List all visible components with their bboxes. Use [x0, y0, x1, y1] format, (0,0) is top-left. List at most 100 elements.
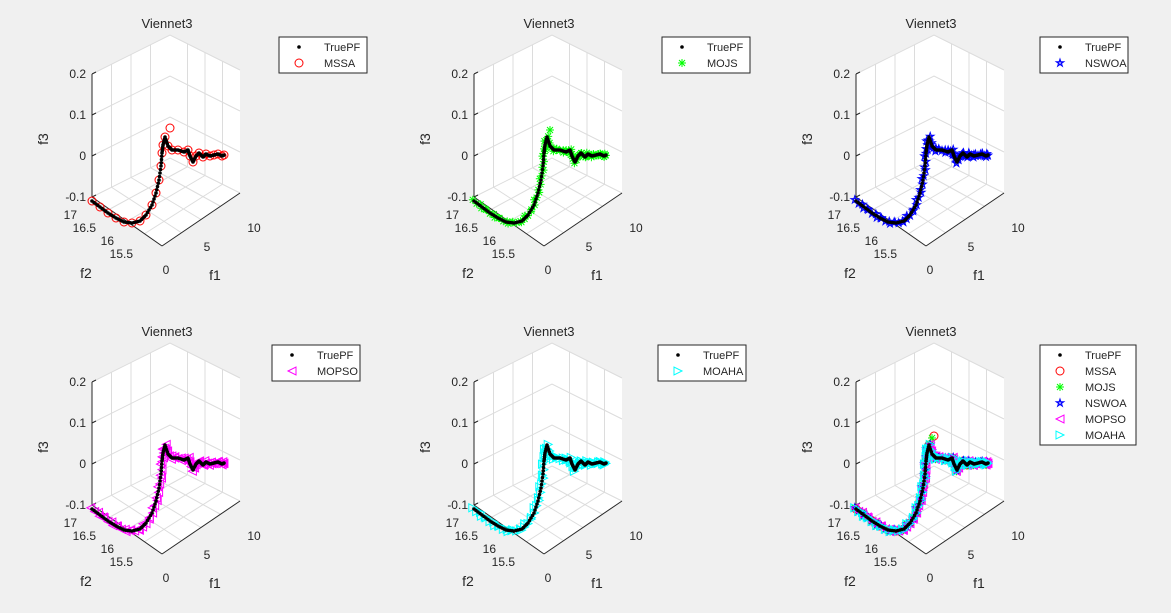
subplot-5: Viennet3 -0.1 0 0.1 0.2 15.516 16.517 0 5 10 f3 f2 f… — [417, 324, 747, 591]
floor-pane — [474, 158, 622, 246]
z-tick — [91, 112, 97, 116]
point — [604, 153, 608, 157]
legend-label: MSSA — [324, 58, 356, 70]
x-axis-label: f1 — [591, 267, 603, 283]
gridline — [144, 183, 223, 235]
legend-label: TruePF — [324, 42, 361, 54]
point — [923, 164, 927, 168]
x-tick-label: 10 — [629, 529, 643, 543]
point — [532, 203, 536, 207]
point — [916, 197, 920, 201]
point — [532, 511, 536, 515]
point — [158, 475, 163, 480]
legend: TruePF MOPSO — [271, 344, 361, 382]
z-tick — [855, 112, 861, 116]
y-axis-label: f2 — [462, 265, 474, 281]
point — [921, 178, 925, 182]
legend-label: MOJS — [1085, 382, 1116, 394]
point — [923, 472, 927, 476]
y-axis-label: f2 — [844, 265, 856, 281]
point — [165, 123, 175, 133]
point — [546, 126, 554, 134]
point — [922, 479, 926, 483]
point — [150, 511, 154, 515]
point — [154, 495, 159, 500]
point — [159, 154, 164, 159]
z-tick-label: 0 — [461, 149, 468, 163]
point — [156, 181, 161, 186]
legend-label: MOJS — [707, 58, 738, 70]
gridline — [91, 383, 241, 424]
point — [536, 495, 541, 500]
point — [152, 505, 156, 509]
point — [188, 157, 198, 167]
y-tick-label: 15.5 — [110, 555, 134, 569]
z-axis-label: f3 — [417, 133, 433, 145]
floor-pane — [474, 466, 622, 554]
point — [1054, 397, 1066, 408]
x-tick-label: 5 — [586, 548, 593, 562]
point — [222, 461, 226, 465]
subplot-6: Viennet3 -0.1 0 0.1 0.2 15.516 16.517 0 5 10 f3 f2 f… — [799, 324, 1137, 591]
point — [157, 174, 162, 179]
point — [297, 45, 301, 49]
point — [533, 200, 537, 204]
point — [159, 164, 163, 168]
point — [154, 191, 158, 195]
point — [918, 495, 923, 500]
point — [923, 468, 928, 473]
z-tick — [473, 71, 479, 75]
gridline — [473, 342, 623, 383]
z-tick-label: 0.1 — [451, 108, 468, 122]
point — [673, 366, 684, 376]
gridline — [526, 183, 605, 235]
point — [158, 167, 163, 172]
point — [537, 492, 542, 497]
point — [915, 200, 919, 204]
z-tick — [855, 420, 861, 424]
gridline — [91, 157, 241, 198]
y-tick-label: 17 — [828, 208, 842, 222]
chart-title: Viennet3 — [523, 16, 574, 31]
gridline — [473, 383, 623, 424]
point — [538, 181, 543, 186]
z-tick — [473, 112, 479, 116]
gridline — [91, 465, 241, 506]
gridline — [894, 177, 966, 220]
z-axis-label: f3 — [799, 441, 815, 453]
z-tick — [473, 194, 479, 198]
gridline — [130, 485, 202, 528]
series-truepf — [90, 443, 226, 533]
gridline — [532, 475, 603, 515]
z-axis-label: f3 — [35, 441, 51, 453]
point — [154, 499, 158, 503]
y-tick-label: 15.5 — [492, 247, 516, 261]
legend-label: MOPSO — [1085, 414, 1126, 426]
z-tick-label: -0.1 — [829, 190, 850, 204]
z-tick — [91, 379, 97, 383]
z-tick-label: 0.2 — [451, 375, 468, 389]
point — [540, 475, 545, 480]
point — [541, 462, 546, 467]
point — [286, 366, 297, 376]
z-tick — [473, 461, 479, 465]
x-axis-label: f1 — [209, 575, 221, 591]
y-axis-label: f2 — [80, 265, 92, 281]
z-tick — [473, 379, 479, 383]
point — [87, 196, 97, 206]
legend: TruePF MOJS — [661, 36, 751, 74]
z-tick-label: 0.2 — [69, 67, 86, 81]
legend-label: TruePF — [703, 350, 740, 362]
point — [920, 489, 925, 494]
z-tick — [473, 153, 479, 157]
point — [604, 461, 608, 465]
point — [923, 154, 928, 159]
x-tick-label: 10 — [1011, 221, 1025, 235]
legend-box — [661, 36, 751, 74]
point — [103, 208, 113, 218]
point — [157, 482, 162, 487]
point — [541, 472, 545, 476]
point — [1054, 414, 1065, 424]
legend-box — [657, 344, 747, 382]
y-tick-label: 17 — [64, 208, 78, 222]
